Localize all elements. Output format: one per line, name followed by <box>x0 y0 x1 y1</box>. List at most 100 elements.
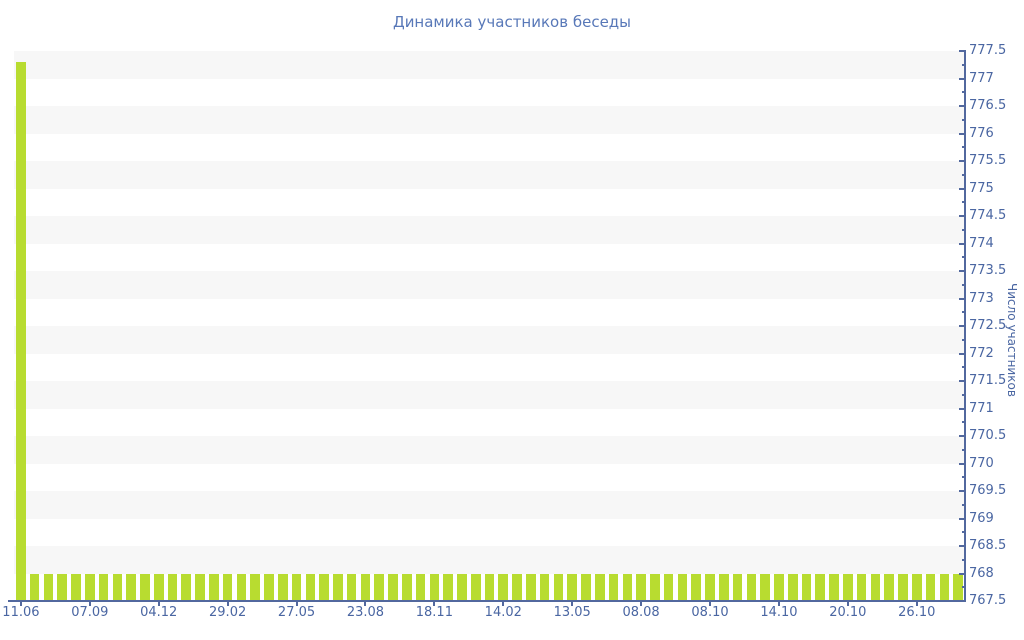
bar[interactable] <box>167 573 178 601</box>
bar[interactable] <box>126 573 136 601</box>
bar[interactable] <box>222 573 233 601</box>
y-axis-minor-tick <box>961 586 965 589</box>
bar[interactable] <box>939 573 950 601</box>
bar[interactable] <box>236 573 247 601</box>
bar[interactable] <box>346 573 357 601</box>
bar[interactable] <box>801 573 812 601</box>
bar[interactable] <box>29 573 40 601</box>
bar[interactable] <box>512 573 522 601</box>
bar[interactable] <box>622 573 633 601</box>
y-axis-minor-tick <box>961 338 965 341</box>
y-axis-label: 771 <box>969 400 994 416</box>
bar[interactable] <box>484 573 495 601</box>
bar[interactable] <box>787 573 798 601</box>
y-axis-title: Число участников <box>1005 283 1019 397</box>
x-axis-line <box>8 600 965 602</box>
bar[interactable] <box>140 573 150 601</box>
bar[interactable] <box>305 573 316 601</box>
bar[interactable] <box>470 573 481 601</box>
y-axis-minor-tick <box>961 531 965 534</box>
grid-band <box>14 106 965 134</box>
bar[interactable] <box>898 573 908 601</box>
bar[interactable] <box>774 573 784 601</box>
bar[interactable] <box>84 573 95 601</box>
bar[interactable] <box>388 573 398 601</box>
bar[interactable] <box>415 573 426 601</box>
y-axis-minor-tick <box>961 393 965 396</box>
bar[interactable] <box>925 573 936 601</box>
bar[interactable] <box>526 573 536 601</box>
bar[interactable] <box>153 573 164 601</box>
bar[interactable] <box>953 573 963 601</box>
bar[interactable] <box>636 573 646 601</box>
bar[interactable] <box>539 573 550 601</box>
y-axis-minor-tick <box>961 228 965 231</box>
y-axis-minor-tick <box>961 118 965 121</box>
bar[interactable] <box>181 573 192 601</box>
bar[interactable] <box>567 573 577 601</box>
bar[interactable] <box>650 573 660 601</box>
bar[interactable] <box>594 573 605 601</box>
bar[interactable] <box>705 573 715 601</box>
bar[interactable] <box>250 573 260 601</box>
bar[interactable] <box>195 573 205 601</box>
bar[interactable] <box>732 573 743 601</box>
bar[interactable] <box>360 573 371 601</box>
x-axis-tick <box>640 602 643 606</box>
x-axis-tick <box>364 602 367 606</box>
chart-title: Динамика участников беседы <box>392 13 632 31</box>
y-axis-minor-tick <box>961 366 965 369</box>
bar[interactable] <box>856 573 867 601</box>
bar[interactable] <box>677 573 688 601</box>
bar[interactable] <box>98 573 109 601</box>
bar[interactable] <box>746 573 757 601</box>
grid-band <box>14 271 965 299</box>
bar[interactable] <box>209 573 219 601</box>
y-axis-minor-tick <box>961 63 965 66</box>
bar[interactable] <box>843 573 853 601</box>
bar[interactable] <box>498 573 509 601</box>
bar[interactable] <box>870 573 881 601</box>
bar[interactable] <box>319 573 329 601</box>
y-axis-major-tick <box>959 160 965 162</box>
y-axis-label: 774.5 <box>969 208 1007 223</box>
y-axis-label: 767.5 <box>969 593 1007 608</box>
bar[interactable] <box>16 62 26 601</box>
x-axis-label: 14.02 <box>484 605 522 620</box>
bar[interactable] <box>608 573 619 601</box>
bar[interactable] <box>57 573 68 601</box>
bar[interactable] <box>429 573 440 601</box>
bar[interactable] <box>264 573 274 601</box>
bar[interactable] <box>43 573 54 601</box>
x-axis-label: 27.05 <box>277 605 316 620</box>
bar[interactable] <box>112 573 123 601</box>
bar[interactable] <box>333 573 343 601</box>
y-axis-label: 775.5 <box>969 153 1007 168</box>
bar[interactable] <box>553 573 564 601</box>
bar[interactable] <box>760 573 770 601</box>
bar[interactable] <box>691 573 702 601</box>
bar[interactable] <box>815 573 826 601</box>
bar[interactable] <box>718 573 729 601</box>
bar[interactable] <box>457 573 467 601</box>
bar[interactable] <box>911 573 922 601</box>
y-axis-major-tick <box>959 187 965 190</box>
bar[interactable] <box>581 573 591 601</box>
y-axis-major-tick <box>959 380 965 382</box>
y-axis-major-tick <box>959 600 965 602</box>
bar[interactable] <box>291 573 302 601</box>
bar[interactable] <box>277 573 288 601</box>
y-axis-major-tick <box>959 325 965 327</box>
y-axis-label: 773 <box>969 290 994 306</box>
x-axis-label: 18.11 <box>415 605 453 620</box>
y-axis-line <box>964 50 966 602</box>
bar[interactable] <box>884 573 894 601</box>
bar[interactable] <box>663 573 674 601</box>
y-axis-minor-tick <box>961 201 965 204</box>
bar[interactable] <box>443 573 453 601</box>
bar[interactable] <box>829 573 839 601</box>
y-axis-major-tick <box>959 215 965 217</box>
bar[interactable] <box>374 573 385 601</box>
bar[interactable] <box>71 573 81 601</box>
bar[interactable] <box>401 573 412 601</box>
